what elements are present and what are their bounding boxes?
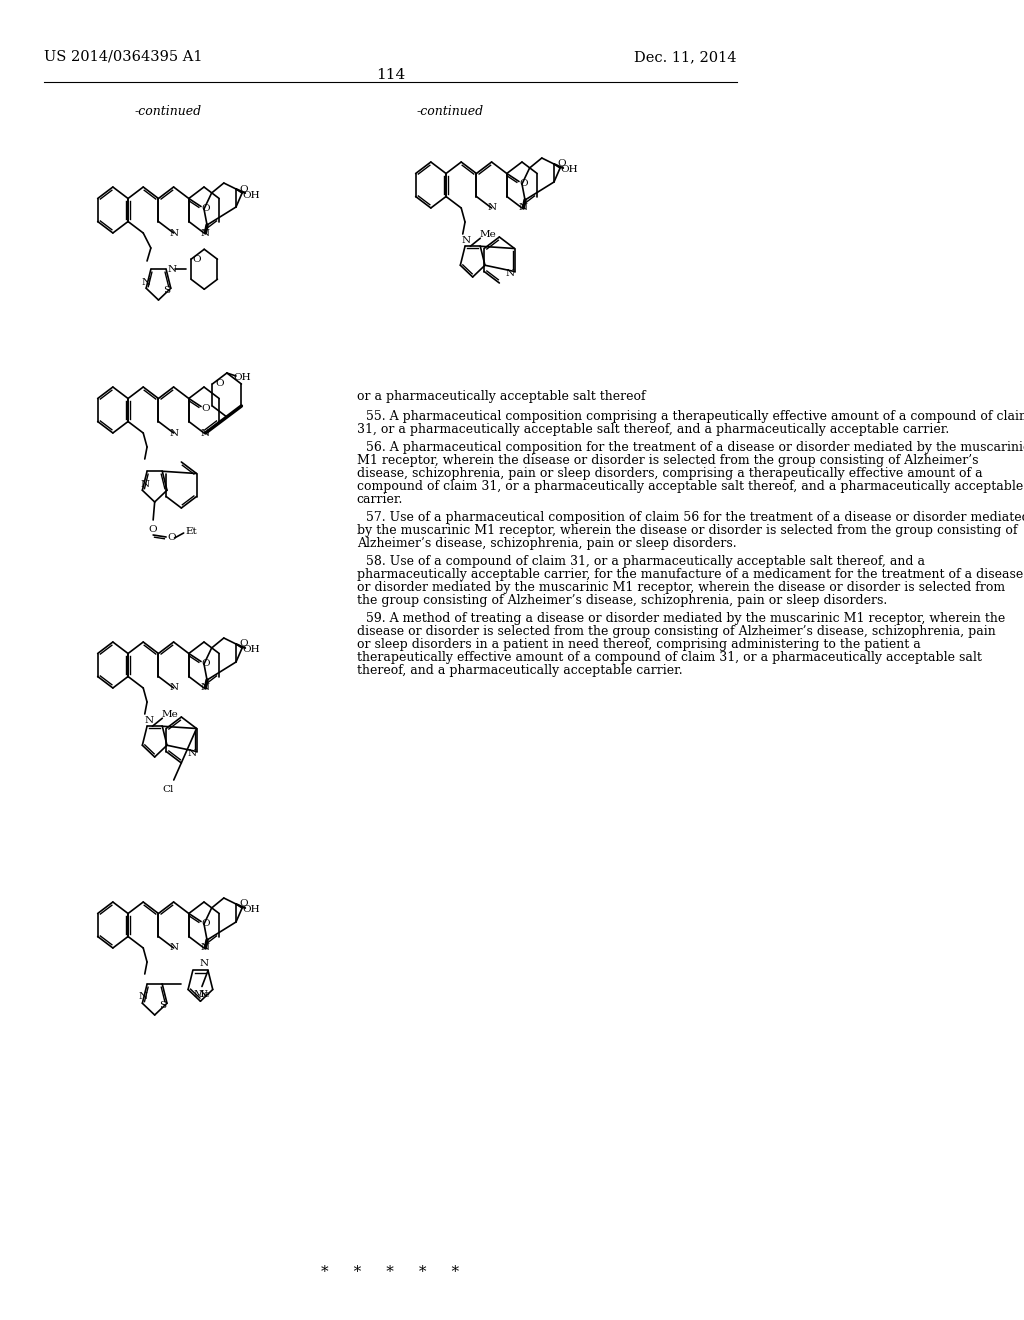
Text: 56. A pharmaceutical composition for the treatment of a disease or disorder medi: 56. A pharmaceutical composition for the…	[366, 441, 1024, 454]
Text: *   *   *   *   *: * * * * *	[322, 1265, 460, 1279]
Text: O: O	[216, 380, 224, 388]
Text: -continued: -continued	[134, 106, 202, 117]
Text: N: N	[144, 715, 154, 725]
Text: or sleep disorders in a patient in need thereof, comprising administering to the: or sleep disorders in a patient in need …	[357, 638, 921, 651]
Text: OH: OH	[243, 190, 260, 199]
Text: N: N	[187, 748, 197, 758]
Text: N: N	[200, 429, 209, 437]
Text: N: N	[169, 228, 178, 238]
Text: N: N	[138, 991, 147, 1001]
Text: Me: Me	[194, 990, 210, 999]
Text: pharmaceutically acceptable carrier, for the manufacture of a medicament for the: pharmaceutically acceptable carrier, for…	[357, 568, 1023, 581]
Text: Dec. 11, 2014: Dec. 11, 2014	[634, 50, 736, 63]
Text: N: N	[169, 429, 178, 437]
Text: O: O	[202, 919, 210, 928]
Text: disease, schizophrenia, pain or sleep disorders, comprising a therapeutically ef: disease, schizophrenia, pain or sleep di…	[357, 467, 982, 480]
Text: N: N	[168, 265, 177, 273]
Text: 55. A pharmaceutical composition comprising a therapeutically effective amount o: 55. A pharmaceutical composition compris…	[366, 411, 1024, 422]
Text: N: N	[169, 684, 178, 693]
Text: O: O	[193, 255, 202, 264]
Text: by the muscarinic M1 receptor, wherein the disease or disorder is selected from : by the muscarinic M1 receptor, wherein t…	[357, 524, 1018, 537]
Text: O: O	[202, 205, 210, 213]
Text: Me: Me	[162, 710, 178, 719]
Text: 114: 114	[376, 69, 406, 82]
Text: OH: OH	[233, 374, 251, 383]
Text: Cl: Cl	[162, 785, 173, 795]
Text: 58. Use of a compound of claim 31, or a pharmaceutically acceptable salt thereof: 58. Use of a compound of claim 31, or a …	[366, 554, 925, 568]
Text: OH: OH	[243, 645, 260, 655]
Text: O: O	[240, 639, 248, 648]
Text: OH: OH	[243, 906, 260, 915]
Text: N: N	[141, 277, 151, 286]
Text: Et: Et	[185, 527, 198, 536]
Text: S: S	[159, 1001, 166, 1010]
Text: N: N	[199, 990, 207, 999]
Text: thereof, and a pharmaceutically acceptable carrier.: thereof, and a pharmaceutically acceptab…	[357, 664, 683, 677]
Text: or a pharmaceutically acceptable salt thereof: or a pharmaceutically acceptable salt th…	[357, 389, 645, 403]
Text: 57. Use of a pharmaceutical composition of claim 56 for the treatment of a disea: 57. Use of a pharmaceutical composition …	[366, 511, 1024, 524]
Text: or disorder mediated by the muscarinic M1 receptor, wherein the disease or disor: or disorder mediated by the muscarinic M…	[357, 581, 1005, 594]
Text: N: N	[140, 479, 150, 488]
Text: N: N	[200, 960, 209, 968]
Text: the group consisting of Alzheimer’s disease, schizophrenia, pain or sleep disord: the group consisting of Alzheimer’s dise…	[357, 594, 887, 607]
Text: O: O	[240, 899, 248, 908]
Text: O: O	[148, 525, 158, 535]
Text: Alzheimer’s disease, schizophrenia, pain or sleep disorders.: Alzheimer’s disease, schizophrenia, pain…	[357, 537, 736, 550]
Text: N: N	[200, 228, 209, 238]
Text: 59. A method of treating a disease or disorder mediated by the muscarinic M1 rec: 59. A method of treating a disease or di…	[366, 612, 1006, 624]
Text: O: O	[167, 533, 176, 543]
Text: OH: OH	[560, 165, 579, 174]
Text: O: O	[557, 160, 566, 169]
Text: carrier.: carrier.	[357, 492, 403, 506]
Text: O: O	[202, 404, 210, 413]
Text: N: N	[200, 944, 209, 953]
Text: N: N	[169, 944, 178, 953]
Text: compound of claim 31, or a pharmaceutically acceptable salt thereof, and a pharm: compound of claim 31, or a pharmaceutica…	[357, 480, 1023, 492]
Text: therapeutically effective amount of a compound of claim 31, or a pharmaceuticall: therapeutically effective amount of a co…	[357, 651, 982, 664]
Text: Me: Me	[479, 230, 497, 239]
Text: O: O	[519, 180, 528, 187]
Text: O: O	[202, 659, 210, 668]
Text: 31, or a pharmaceutically acceptable salt thereof, and a pharmaceutically accept: 31, or a pharmaceutically acceptable sal…	[357, 422, 949, 436]
Text: N: N	[506, 269, 514, 279]
Text: -continued: -continued	[417, 106, 483, 117]
Text: N: N	[487, 203, 497, 213]
Text: M1 receptor, wherein the disease or disorder is selected from the group consisti: M1 receptor, wherein the disease or diso…	[357, 454, 978, 467]
Text: N: N	[518, 203, 527, 213]
Text: N: N	[200, 684, 209, 693]
Text: N: N	[462, 236, 471, 244]
Text: disease or disorder is selected from the group consisting of Alzheimer’s disease: disease or disorder is selected from the…	[357, 624, 995, 638]
Text: US 2014/0364395 A1: US 2014/0364395 A1	[44, 50, 203, 63]
Text: S: S	[163, 285, 170, 294]
Text: O: O	[240, 185, 248, 194]
